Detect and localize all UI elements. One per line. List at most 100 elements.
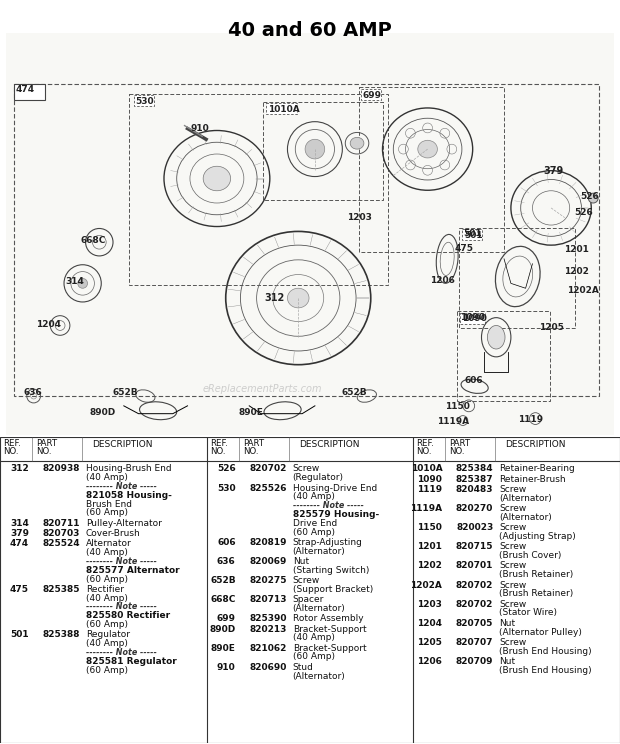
Text: 820702: 820702	[456, 580, 494, 589]
Text: PART: PART	[450, 440, 471, 449]
Text: 1090: 1090	[460, 312, 485, 321]
Text: 1202: 1202	[564, 266, 589, 276]
Text: NO.: NO.	[417, 447, 432, 457]
Text: -------- Note -----: -------- Note -----	[86, 603, 157, 612]
Text: Housing-Brush End: Housing-Brush End	[86, 464, 172, 473]
Text: 1205: 1205	[417, 638, 442, 647]
Text: -------- Note -----: -------- Note -----	[86, 557, 157, 566]
Text: 820819: 820819	[249, 538, 286, 547]
Text: (60 Amp): (60 Amp)	[86, 508, 128, 518]
Text: DESCRIPTION: DESCRIPTION	[299, 440, 359, 449]
Text: 1010A: 1010A	[410, 464, 442, 473]
Text: 526: 526	[580, 192, 599, 201]
Ellipse shape	[288, 288, 309, 308]
Text: Screw: Screw	[499, 542, 526, 551]
Text: Nut: Nut	[499, 657, 515, 666]
Text: Nut: Nut	[293, 557, 309, 566]
Text: 530: 530	[136, 97, 154, 106]
Text: 474: 474	[16, 86, 35, 94]
Text: Screw: Screw	[499, 523, 526, 532]
Text: 820275: 820275	[249, 576, 286, 585]
Text: 820715: 820715	[456, 542, 494, 551]
Text: (Alternator): (Alternator)	[293, 604, 345, 613]
Bar	[14, 84, 599, 396]
Text: 1203: 1203	[347, 213, 372, 222]
Text: 825387: 825387	[456, 475, 494, 484]
Text: Pulley-Alternator: Pulley-Alternator	[86, 519, 162, 527]
Text: (60 Amp): (60 Amp)	[293, 652, 335, 661]
Text: (40 Amp): (40 Amp)	[86, 639, 128, 648]
Bar	[361, 89, 381, 100]
Text: 910: 910	[217, 663, 236, 672]
Text: (Brush End Housing): (Brush End Housing)	[499, 666, 592, 675]
Bar	[266, 103, 297, 114]
Text: 314: 314	[65, 278, 84, 286]
Text: 475: 475	[455, 244, 474, 253]
Text: NO.: NO.	[36, 447, 51, 457]
Text: (Alternator): (Alternator)	[293, 672, 345, 681]
Text: 820703: 820703	[43, 529, 80, 538]
Text: 1119: 1119	[417, 485, 442, 494]
Text: 1090: 1090	[462, 314, 487, 323]
Text: Bracket-Support: Bracket-Support	[293, 644, 366, 652]
Text: Screw: Screw	[499, 600, 526, 609]
Text: PART: PART	[242, 440, 264, 449]
Text: 475: 475	[10, 585, 29, 594]
Text: 1206: 1206	[430, 277, 454, 286]
Bar	[359, 87, 504, 252]
Text: 1204: 1204	[35, 320, 61, 329]
Bar	[133, 95, 154, 106]
Text: (60 Amp): (60 Amp)	[86, 666, 128, 675]
Text: Strap-Adjusting: Strap-Adjusting	[293, 538, 363, 547]
Text: 1202: 1202	[417, 562, 442, 571]
Text: Screw: Screw	[499, 504, 526, 513]
Text: (40 Amp): (40 Amp)	[293, 633, 335, 642]
Bar	[263, 102, 383, 200]
Text: 1119A: 1119A	[410, 504, 442, 513]
Text: 825385: 825385	[43, 585, 80, 594]
Text: 636: 636	[217, 557, 236, 566]
Text: 825384: 825384	[456, 464, 494, 473]
Text: 825577 Alternator: 825577 Alternator	[86, 565, 180, 575]
Text: 314: 314	[10, 519, 29, 527]
Text: 1202A: 1202A	[567, 286, 599, 295]
Text: 1203: 1203	[417, 600, 442, 609]
Text: PART: PART	[36, 440, 57, 449]
Text: 820938: 820938	[43, 464, 80, 473]
Text: -------- Note -----: -------- Note -----	[86, 648, 157, 657]
Text: NO.: NO.	[210, 447, 225, 457]
Circle shape	[78, 278, 87, 288]
Text: 820705: 820705	[456, 619, 494, 628]
Text: NO.: NO.	[3, 447, 19, 457]
Bar	[129, 94, 388, 285]
Text: 501: 501	[464, 231, 482, 240]
Text: (40 Amp): (40 Amp)	[86, 548, 128, 557]
Text: 820023: 820023	[456, 523, 494, 532]
Text: (Alternator Pulley): (Alternator Pulley)	[499, 628, 582, 637]
Text: eReplacementParts.com: eReplacementParts.com	[202, 385, 322, 394]
Text: Screw: Screw	[293, 576, 320, 585]
Bar	[462, 229, 482, 240]
Text: 821062: 821062	[249, 644, 286, 652]
Text: REF.: REF.	[417, 440, 434, 449]
Circle shape	[305, 139, 325, 159]
Text: (Brush Cover): (Brush Cover)	[499, 551, 562, 560]
Text: Screw: Screw	[499, 485, 526, 494]
Text: (Alternator): (Alternator)	[499, 494, 552, 503]
Text: (40 Amp): (40 Amp)	[86, 473, 128, 482]
Text: 820213: 820213	[249, 624, 286, 634]
Text: 1090: 1090	[417, 475, 442, 484]
Text: (Stator Wire): (Stator Wire)	[499, 609, 557, 618]
Text: NO.: NO.	[450, 447, 465, 457]
Text: 474: 474	[10, 539, 29, 548]
Text: (60 Amp): (60 Amp)	[293, 527, 335, 536]
Text: Retainer-Bearing: Retainer-Bearing	[499, 464, 575, 473]
Text: (40 Amp): (40 Amp)	[86, 594, 128, 603]
Text: 312: 312	[11, 464, 29, 473]
Text: 652B: 652B	[210, 576, 236, 585]
Text: 1119A: 1119A	[437, 417, 469, 426]
Text: REF.: REF.	[210, 440, 228, 449]
Text: Stud: Stud	[293, 663, 314, 672]
Bar	[457, 311, 550, 401]
Text: (Brush End Housing): (Brush End Housing)	[499, 647, 592, 655]
